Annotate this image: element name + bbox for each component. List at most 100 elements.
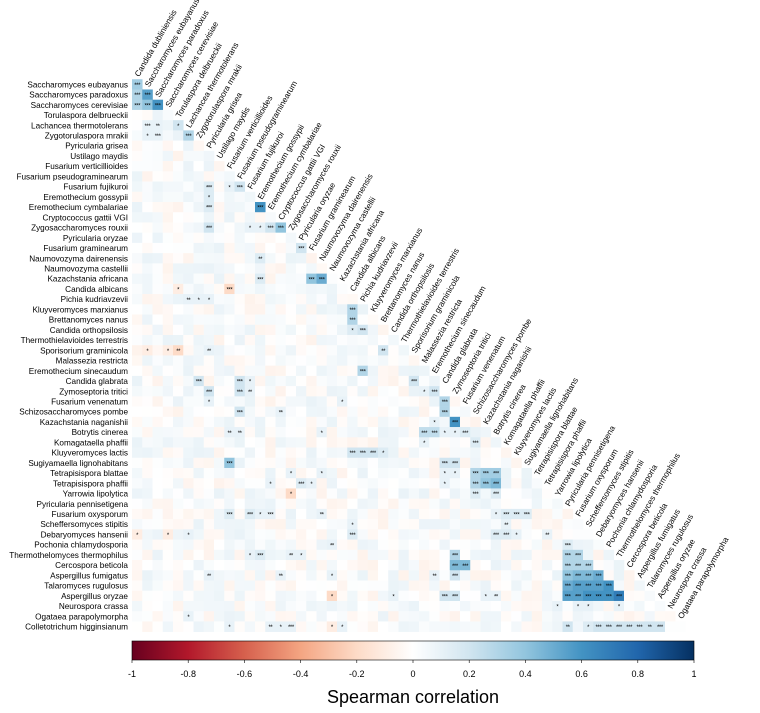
heatmap-cell [562,611,574,622]
significance-marker: * [249,554,252,560]
heatmap-cell [439,570,451,581]
heatmap-cell [275,580,287,592]
heatmap-cell [203,253,215,264]
heatmap-cell [183,560,194,571]
heatmap-cell [193,242,205,254]
heatmap-cell [316,621,328,632]
heatmap-cell [265,498,276,510]
heatmap-cell [357,529,369,540]
heatmap-cell [203,191,215,203]
heatmap-cell [132,560,143,571]
heatmap-cell [306,488,317,499]
heatmap-cell [234,560,246,571]
heatmap-cell [142,621,153,632]
heatmap-cell [162,294,174,305]
significance-marker: *** [134,83,141,89]
heatmap-cell [398,549,410,561]
heatmap-cell [603,600,615,612]
heatmap-cell [511,488,522,499]
heatmap-cell [326,498,338,510]
heatmap-cell [654,600,666,612]
heatmap-cell [316,355,328,366]
heatmap-cell [449,570,461,581]
heatmap-cell [296,263,307,274]
heatmap-cell [132,447,143,459]
heatmap-cell [480,478,492,489]
heatmap-cell [665,611,676,622]
heatmap-cell [132,99,143,111]
heatmap-cell [296,294,307,305]
heatmap-cell [316,519,328,530]
heatmap-cell [214,508,225,520]
heatmap-cell [203,457,215,469]
heatmap-cell [255,549,266,561]
heatmap-cell [398,406,410,418]
heatmap-cell [285,427,297,438]
heatmap-cell [132,498,143,510]
heatmap-cell [162,508,174,520]
heatmap-cell [398,437,410,448]
heatmap-cell [357,570,369,581]
heatmap-cell [152,416,164,428]
heatmap-cell [132,416,143,428]
heatmap-cell [378,345,389,356]
heatmap-cell [142,181,153,193]
row-label: Ustilago maydis [70,152,128,161]
significance-marker: *** [349,533,356,539]
heatmap-cell [193,590,205,602]
significance-marker: *** [257,206,264,212]
row-label: Cryptococcus gattii VGI [42,213,128,222]
heatmap-cell [357,498,369,510]
heatmap-cell [326,427,338,438]
row-label: Zygotorulaspora mrakii [45,132,128,141]
heatmap-cell [347,294,358,305]
heatmap-cell [316,508,328,520]
significance-marker: * [331,594,334,600]
heatmap-cell [183,304,194,315]
heatmap-cell [675,621,686,632]
heatmap-cell [347,314,358,326]
significance-marker: * [444,482,447,488]
heatmap-cell [480,590,492,602]
significance-marker: *** [267,226,274,232]
heatmap-cell [173,171,184,182]
heatmap-cell [378,529,389,540]
heatmap-cell [326,600,338,612]
heatmap-cell [542,580,553,592]
heatmap-cell [142,120,153,131]
heatmap-cell [203,222,215,233]
heatmap-cell [572,519,584,530]
heatmap-cell [326,324,338,336]
heatmap-cell [316,396,328,407]
heatmap-cell [244,570,256,581]
heatmap-cell [244,355,256,366]
heatmap-cell [357,590,369,602]
heatmap-cell [173,600,184,612]
heatmap-cell [419,498,430,510]
heatmap-cell [296,570,307,581]
heatmap-cell [173,140,184,152]
heatmap-cell [378,611,389,622]
heatmap-cell [624,570,635,581]
heatmap-cell [214,222,225,233]
heatmap-cell [234,478,246,489]
heatmap-cell [152,396,164,407]
heatmap-cell [470,447,481,459]
heatmap-cell [162,345,174,356]
heatmap-cell [470,600,481,612]
significance-marker: * [587,625,590,631]
heatmap-cell [203,324,215,336]
heatmap-cell [173,498,184,510]
heatmap-cell [214,396,225,407]
heatmap-cell [316,570,328,581]
significance-marker: * [454,431,457,437]
significance-marker: *** [575,554,582,560]
heatmap-cell [306,345,317,356]
heatmap-cell [285,386,297,397]
heatmap-cell [265,304,276,315]
heatmap-cell [224,549,235,561]
significance-marker: * [198,298,201,304]
heatmap-cell [337,529,348,540]
significance-marker: * [228,625,231,631]
significance-marker: * [331,574,334,580]
